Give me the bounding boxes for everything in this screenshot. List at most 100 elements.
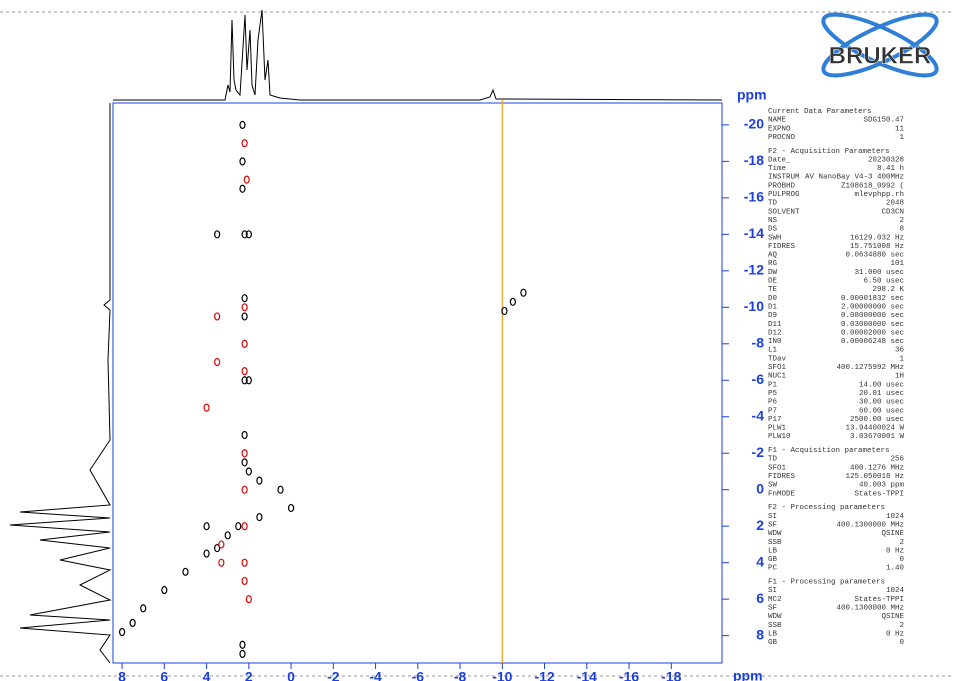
- contour-peak: [218, 540, 225, 549]
- contour-peak: [118, 627, 126, 637]
- param-section-title: F1 - Processing parameters: [768, 579, 885, 587]
- param-value: QSINE: [881, 530, 904, 538]
- param-value: 0: [899, 639, 904, 647]
- param-name: IN0: [768, 338, 782, 346]
- param-name: AQ: [768, 252, 778, 260]
- x-tick-label: -16: [619, 669, 639, 681]
- param-name: L1: [768, 347, 778, 355]
- param-value: 11: [895, 125, 905, 133]
- contour-peak: [224, 531, 231, 540]
- param-name: PULPROG: [768, 191, 800, 199]
- x-tick-label: -10: [492, 669, 512, 681]
- param-name: P5: [768, 390, 778, 398]
- contour-peak: [235, 522, 242, 531]
- contour-peak: [129, 618, 136, 627]
- param-name: D12: [768, 329, 782, 337]
- param-name: PLW10: [768, 433, 791, 441]
- param-value: 2: [899, 217, 904, 225]
- param-name: P1: [768, 381, 778, 389]
- contour-peak: [218, 558, 225, 567]
- logo-ring: [821, 12, 939, 78]
- param-name: FIDRES: [768, 243, 796, 251]
- y-tick-label: 2: [756, 517, 764, 533]
- param-name: TD: [768, 456, 778, 464]
- param-value: 400.1276 MHz: [850, 464, 904, 472]
- contour-peak: [256, 476, 263, 485]
- param-value: 400.1300000 MHz: [836, 604, 904, 612]
- contour-peak: [241, 303, 248, 312]
- param-name: DS: [768, 226, 778, 234]
- x-tick-label: 0: [287, 669, 295, 681]
- y-tick-label: 4: [756, 553, 764, 569]
- param-name: PC: [768, 565, 778, 573]
- param-name: D0: [768, 295, 778, 303]
- param-name: PROCNO: [768, 134, 796, 142]
- contour-peak: [501, 306, 508, 316]
- x-axis-label: ppm: [733, 668, 763, 681]
- param-value: 1: [899, 355, 904, 363]
- param-value: 0.03000000 sec: [841, 321, 904, 329]
- param-name: FIDRES: [768, 473, 796, 481]
- param-name: SFO1: [768, 464, 787, 472]
- param-name: SW: [768, 482, 778, 490]
- param-value: 256: [890, 456, 904, 464]
- contour-peak: [214, 357, 221, 367]
- contour-peak: [241, 449, 248, 458]
- param-name: GB: [768, 556, 778, 564]
- param-name: Time: [768, 165, 786, 173]
- param-name: SI: [768, 587, 777, 595]
- param-value: 20.01 usec: [859, 390, 904, 398]
- contour-peak: [239, 649, 246, 658]
- param-value: 36: [895, 347, 905, 355]
- x-tick-label: -4: [369, 669, 382, 681]
- param-value: 15.751008 Hz: [850, 243, 904, 251]
- contour-peak: [241, 294, 248, 303]
- logo: BRUKER: [821, 12, 939, 78]
- logo-text: BRUKER: [829, 42, 932, 69]
- param-value: States-TPPI: [854, 596, 904, 604]
- param-name: SWH: [768, 234, 782, 242]
- param-name: TDav: [768, 355, 787, 363]
- param-value: 298.2 K: [872, 286, 904, 294]
- contour-peak: [140, 604, 147, 613]
- param-name: D1: [768, 303, 778, 311]
- y-tick-label: -20: [744, 116, 764, 132]
- param-name: D9: [768, 312, 777, 320]
- param-name: SSB: [768, 622, 782, 630]
- param-value: 2.00000000 sec: [841, 303, 904, 311]
- y-tick-label: -18: [744, 152, 764, 168]
- param-value: SDG150.47: [863, 117, 904, 125]
- param-section-title: F2 - Acquisition Parameters: [768, 148, 890, 156]
- contour-peak: [239, 640, 246, 649]
- plot-frame: [112, 102, 723, 664]
- contour-peak: [241, 367, 248, 376]
- param-section-title: Current Data Parameters: [768, 108, 872, 116]
- param-name: SSB: [768, 539, 782, 547]
- param-value: 0: [899, 556, 904, 564]
- param-section-title: F2 - Processing parameters: [768, 504, 885, 512]
- x-tick-label: -12: [534, 669, 554, 681]
- param-value: Z108618_0992 (: [841, 182, 904, 190]
- param-value: 400.1275992 MHz: [836, 364, 904, 372]
- contour-peak: [214, 543, 221, 553]
- param-value: 1H: [895, 373, 904, 381]
- contour-peak: [241, 558, 248, 567]
- contour-peak: [203, 403, 210, 412]
- param-value: 16129.032 Hz: [850, 234, 904, 242]
- param-value: 0 Hz: [886, 630, 904, 638]
- param-name: FnMODE: [768, 490, 796, 498]
- contour-peak: [203, 549, 210, 558]
- param-value: 0.00006248 sec: [841, 338, 904, 346]
- contour-peak: [509, 297, 516, 306]
- param-value: States-TPPI: [854, 490, 904, 498]
- param-value: 14.00 usec: [859, 381, 904, 389]
- param-name: D11: [768, 321, 782, 329]
- contour-peak: [239, 184, 246, 193]
- param-name: GB: [768, 639, 778, 647]
- contour-peak: [241, 522, 248, 531]
- y-tick-label: -14: [744, 225, 764, 241]
- f2-projection: [113, 9, 723, 101]
- param-name: MC2: [768, 596, 782, 604]
- x-tick-label: 8: [118, 669, 126, 681]
- x-tick-label: 4: [203, 669, 211, 681]
